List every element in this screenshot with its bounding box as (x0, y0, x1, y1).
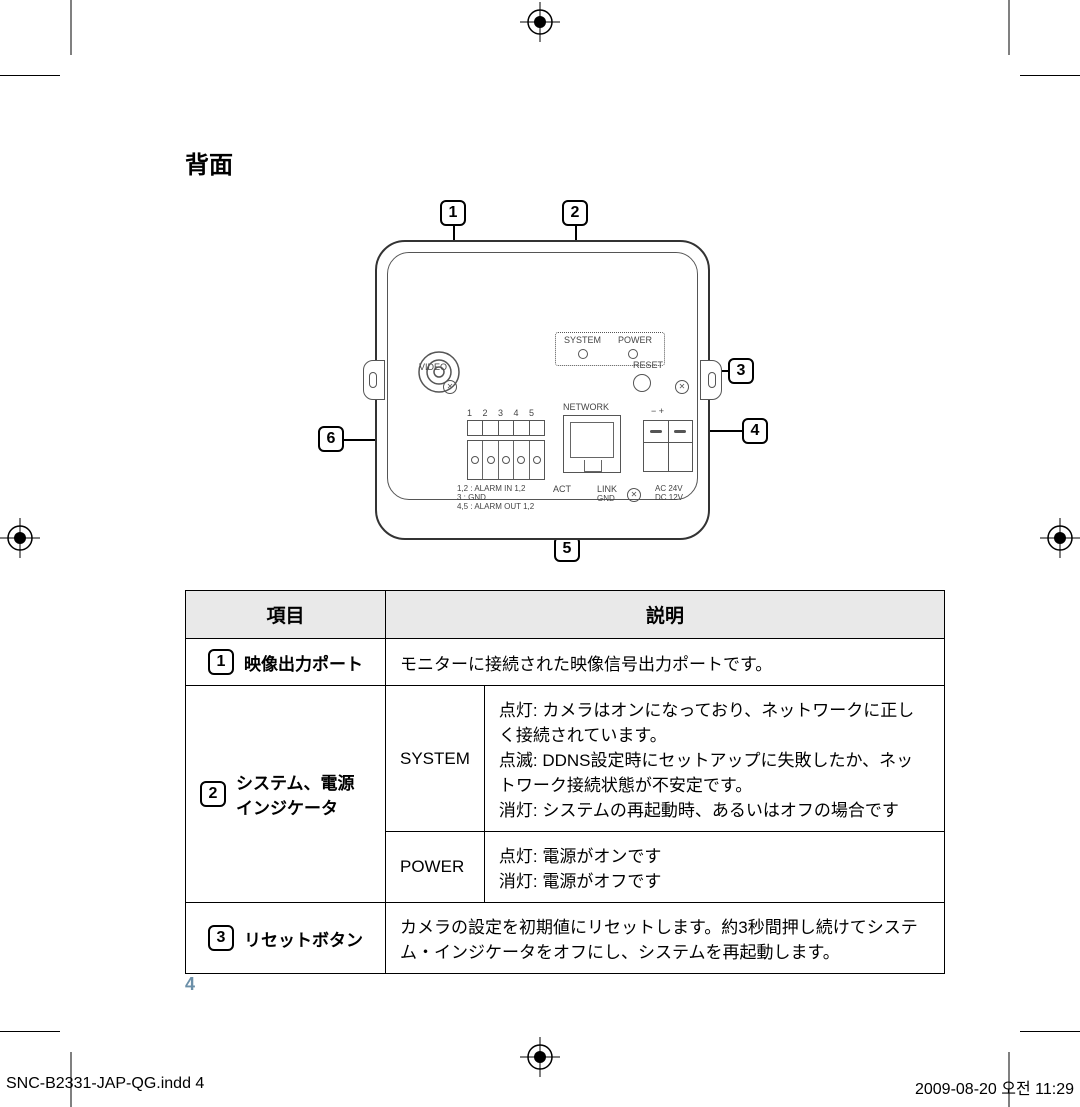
label-terminal-nums: 1 2 3 4 5 (467, 408, 538, 418)
section-heading: 背面 (185, 145, 945, 180)
table-row: 3 リセットボタン カメラの設定を初期値にリセットします。約3秒間押し続けてシステ… (186, 903, 945, 974)
row2-power-label: POWER (386, 832, 485, 903)
row1-num: 1 (208, 649, 234, 675)
table-row: 1 映像出力ポート モニターに接続された映像信号出力ポートです。 (186, 639, 945, 686)
row2-power-desc: 点灯: 電源がオンです 消灯: 電源がオフです (484, 832, 944, 903)
reset-button (633, 374, 651, 392)
label-reset: RESET (633, 360, 663, 370)
screw-icon: ✕ (443, 380, 457, 394)
rear-panel-figure: 1 2 3 4 5 6 VIDEO SYSTEM (310, 200, 770, 560)
system-led (578, 349, 588, 359)
callout-3: 3 (728, 358, 754, 384)
label-link: LINK (597, 484, 617, 494)
row2-system-desc: 点灯: カメラはオンになっており、ネットワークに正しく接続されています。 点滅:… (484, 686, 944, 832)
power-terminal (643, 420, 693, 472)
header-desc: 説明 (386, 591, 945, 639)
table-row: 2 システム、電源インジケータ SYSTEM 点灯: カメラはオンになっており、ネ… (186, 686, 945, 832)
row3-desc: カメラの設定を初期値にリセットします。約3秒間押し続けてシステム・インジケータを… (386, 903, 945, 974)
device-body: VIDEO SYSTEM POWER RESET ✕ ✕ ✕ 1 2 3 4 5 (375, 240, 710, 540)
page-number: 4 (185, 974, 195, 995)
row2-num: 2 (200, 781, 226, 807)
registration-mark-icon (520, 2, 560, 42)
callout-2: 2 (562, 200, 588, 226)
registration-mark-icon (0, 518, 40, 558)
network-port (563, 415, 621, 473)
callout-4: 4 (742, 418, 768, 444)
label-network: NETWORK (563, 402, 609, 412)
alarm-terminal (467, 420, 545, 480)
crop-mark (1020, 1031, 1080, 1032)
label-polarity: − + (651, 406, 664, 416)
print-footer: SNC-B2331-JAP-QG.indd 4 2009-08-20 오전 11… (0, 1075, 1080, 1099)
crop-mark (70, 0, 72, 55)
row1-desc: モニターに接続された映像信号出力ポートです。 (386, 639, 945, 686)
row1-name: 映像出力ポート (244, 650, 363, 675)
row2-system-label: SYSTEM (386, 686, 485, 832)
crop-mark (0, 1031, 60, 1032)
label-alarm2: 3 : GND (457, 493, 486, 502)
label-act: ACT (553, 484, 571, 494)
label-ac: AC 24V (655, 484, 683, 493)
crop-mark (0, 75, 60, 76)
footer-file: SNC-B2331-JAP-QG.indd 4 (6, 1075, 204, 1099)
page-content: 背面 1 2 3 4 5 6 VIDEO (135, 75, 945, 995)
row3-name: リセットボタン (244, 926, 363, 951)
callout-6: 6 (318, 426, 344, 452)
label-dc: DC 12V (655, 493, 683, 502)
row3-num: 3 (208, 925, 234, 951)
header-item: 項目 (186, 591, 386, 639)
row2-name: システム、電源インジケータ (236, 769, 371, 819)
footer-timestamp: 2009-08-20 오전 11:29 (915, 1075, 1074, 1099)
screw-icon: ✕ (675, 380, 689, 394)
power-led (628, 349, 638, 359)
crop-mark (1008, 0, 1010, 55)
registration-mark-icon (520, 1037, 560, 1077)
label-alarm3: 4,5 : ALARM OUT 1,2 (457, 502, 534, 511)
callout-1: 1 (440, 200, 466, 226)
registration-mark-icon (1040, 518, 1080, 558)
label-system: SYSTEM (564, 335, 601, 345)
screw-icon: ✕ (627, 488, 641, 502)
label-gnd: GND (597, 494, 615, 503)
label-power: POWER (618, 335, 652, 345)
label-alarm1: 1,2 : ALARM IN 1,2 (457, 484, 525, 493)
description-table: 項目 説明 1 映像出力ポート モニターに接続された映像信号出力ポートです。 2シ… (185, 590, 945, 974)
crop-mark (1020, 75, 1080, 76)
